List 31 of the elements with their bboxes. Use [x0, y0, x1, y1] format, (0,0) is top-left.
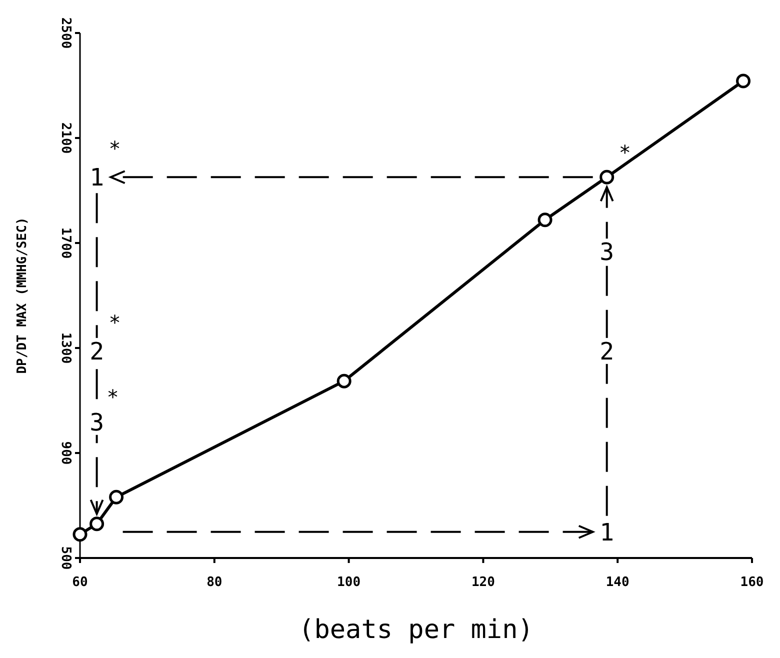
y-tick-label: 900: [58, 441, 73, 465]
x-tick-label: 100: [337, 575, 361, 590]
annotation: *: [108, 310, 121, 335]
y-axis-title: DP/DT MAX (MMHG/SEC): [15, 217, 30, 374]
annotation: 3: [600, 238, 614, 266]
point: [736, 74, 751, 88]
x-tick-label: 140: [606, 575, 630, 590]
x-axis-title: (beats per min): [298, 615, 534, 645]
y-tick-label: 1300: [58, 332, 73, 364]
y-tick-label: 500: [58, 546, 73, 570]
y-tick-label: 2500: [58, 17, 73, 49]
point: [538, 212, 552, 228]
annotation: *: [618, 140, 631, 164]
annotation: 1: [600, 518, 614, 546]
x-tick-label: 80: [206, 575, 222, 590]
point: [336, 374, 352, 388]
y-tick-label: 1700: [58, 227, 73, 259]
annotation: *: [108, 136, 121, 161]
annotation: 1: [90, 164, 104, 192]
point: [90, 516, 104, 532]
x-tick-label: 60: [72, 575, 88, 590]
x-tick-label: 120: [471, 575, 496, 590]
point: [109, 490, 124, 504]
annotation: 2: [600, 337, 614, 366]
point: [72, 527, 88, 542]
annotation: *: [106, 385, 119, 410]
point: [600, 170, 614, 184]
x-tick-label: 160: [740, 575, 764, 590]
annotation: 3: [90, 408, 104, 436]
y-tick-label: 2100: [58, 122, 73, 154]
annotation: 2: [90, 337, 104, 366]
